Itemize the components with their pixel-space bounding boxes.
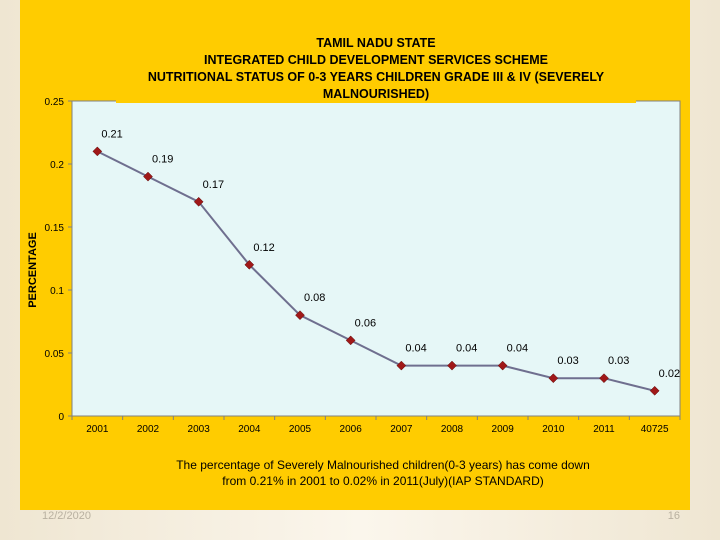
title-line-1: TAMIL NADU STATE [316,36,435,50]
y-tick-label: 0.2 [50,160,64,171]
data-point-marker [497,360,508,371]
data-point-marker [92,146,103,157]
x-tick-label: 40725 [641,424,669,435]
y-tick-label: 0.25 [45,97,65,108]
x-axis-ticks: 2001 2002 2003 2004 2005 2006 2007 2008 2009 2010… [71,416,681,435]
data-label: 0.08 [304,292,325,304]
data-point-marker [193,196,204,207]
y-axis-label: PERCENTAGE [27,232,39,308]
x-tick-label: 2004 [238,424,261,435]
x-tick-label: 2002 [137,424,160,435]
data-label: 0.19 [152,154,173,166]
footer-date: 12/2/2020 [42,510,91,522]
y-axis-ticks: 0 0.05 0.1 0.15 0.2 0.25 [45,97,72,423]
data-point-marker [599,373,609,384]
x-tick-label: 2003 [188,424,211,435]
x-tick-label: 2008 [441,424,464,435]
caption-line-1: The percentage of Severely Malnourished … [176,458,590,472]
data-label: 0.03 [557,355,578,367]
x-tick-label: 2001 [86,424,109,435]
y-tick-label: 0.1 [50,286,64,297]
x-tick-label: 2005 [289,424,312,435]
y-tick-label: 0 [58,412,64,423]
data-label: 0.06 [355,317,376,329]
x-tick-label: 2011 [593,424,615,435]
data-point-marker [244,259,255,270]
data-label: 0.04 [456,343,477,355]
data-point-marker [649,385,660,396]
x-tick-label: 2009 [492,424,515,435]
data-label: 0.12 [253,242,274,254]
plot-area [71,100,681,417]
data-point-marker [345,335,356,346]
chart-title: TAMIL NADU STATE INTEGRATED CHILD DEVELOP… [148,36,605,101]
data-label: 0.03 [608,355,629,367]
data-point-marker [143,171,153,182]
caption-line-2: from 0.21% in 2001 to 0.02% in 2011(July… [222,474,543,488]
y-tick-label: 0.15 [45,223,65,234]
chart-caption: The percentage of Severely Malnourished … [176,458,590,488]
data-label: 0.02 [659,368,680,380]
title-line-3: NUTRITIONAL STATUS OF 0-3 YEARS CHILDREN… [148,70,605,84]
data-point-marker [396,360,407,371]
footer-page-number: 16 [667,510,680,522]
data-labels: 0.21 0.19 0.17 0.12 0.08 0.06 0.04 0.04 0.04 0.03… [101,128,680,379]
x-tick-label: 2006 [340,424,363,435]
title-line-4: MALNOURISHED) [323,87,429,101]
title-line-2: INTEGRATED CHILD DEVELOPMENT SERVICES SC… [204,53,548,67]
data-point-marker [295,310,305,321]
data-label: 0.17 [203,179,224,191]
data-label: 0.04 [507,343,528,355]
data-point-marker [548,373,559,384]
x-tick-label: 2007 [390,424,413,435]
x-tick-label: 2010 [542,424,565,435]
series-markers [92,146,660,396]
y-tick-label: 0.05 [45,349,65,360]
title-background [116,28,636,103]
series-line [96,150,655,392]
data-label: 0.04 [405,343,426,355]
data-point-marker [447,360,457,371]
data-label: 0.21 [101,128,122,140]
